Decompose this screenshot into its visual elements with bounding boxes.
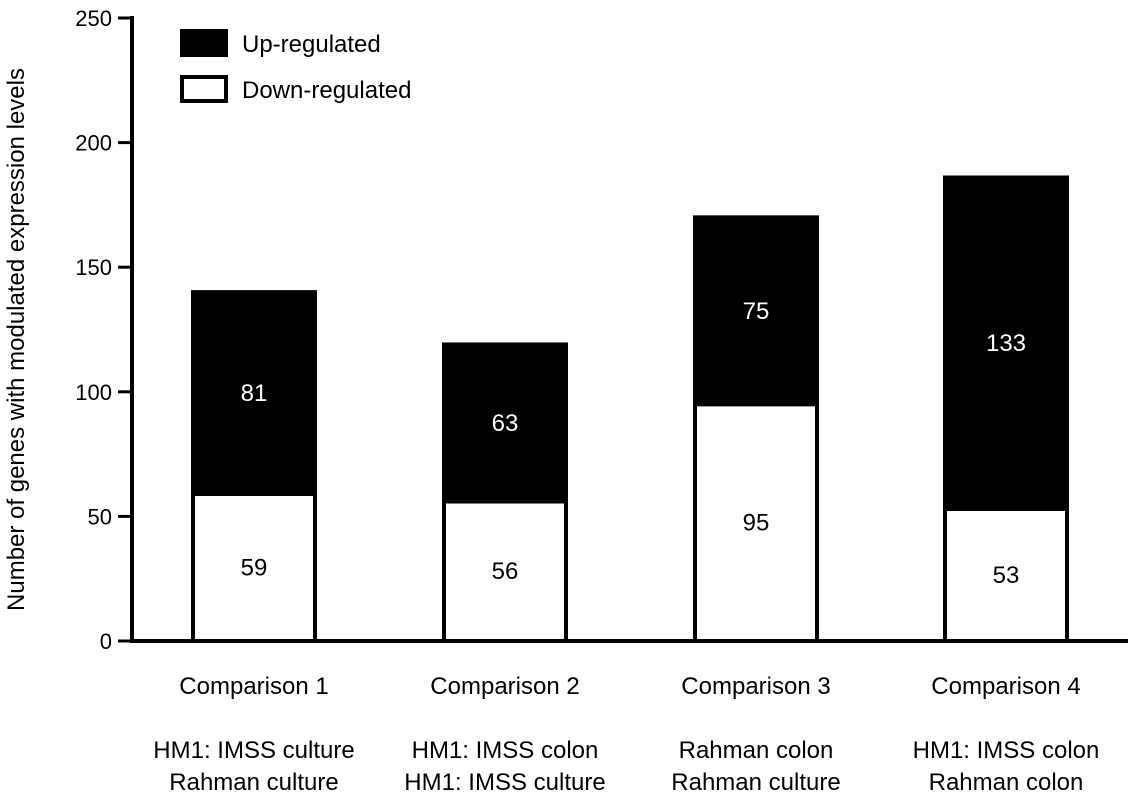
x-category-label: Comparison 1	[179, 673, 328, 700]
bars: 59 81 Comparison 1 HM1: IMSS culture Rahman …	[153, 175, 1100, 796]
y-tick-label: 50	[88, 504, 112, 529]
y-tick-label: 200	[75, 131, 112, 156]
bar-up-regulated	[943, 175, 1069, 511]
x-subtitle-line: HM1: IMSS colon	[412, 737, 599, 764]
bar-down-regulated	[191, 491, 317, 643]
legend-label: Down-regulated	[242, 77, 411, 104]
y-axis-label: Number of genes with modulated expressio…	[3, 68, 30, 611]
bar-up-regulated	[693, 215, 819, 407]
x-subtitle-line: HM1: IMSS colon	[913, 737, 1100, 764]
y-tick-label: 250	[75, 6, 112, 31]
bar-label-up: 133	[986, 330, 1026, 357]
x-subtitle-line: Rahman colon	[929, 769, 1084, 796]
bar-label-up: 75	[743, 298, 770, 325]
legend-swatch	[180, 29, 228, 57]
bar-label-down: 59	[241, 554, 268, 581]
x-subtitle-line: Rahman culture	[671, 769, 840, 796]
x-subtitle-line: Rahman culture	[169, 769, 338, 796]
bar-up-regulated	[191, 290, 317, 496]
bar-label-down: 56	[492, 558, 519, 585]
legend: Up-regulated Down-regulated	[180, 29, 411, 104]
legend-swatch	[180, 75, 228, 103]
x-subtitle-line: Rahman colon	[679, 737, 834, 764]
bar-label-down: 53	[993, 562, 1020, 589]
bar-down-regulated	[442, 499, 568, 643]
bar-label-up: 63	[492, 410, 519, 437]
x-category-label: Comparison 3	[681, 673, 830, 700]
y-tick-label: 100	[75, 380, 112, 405]
x-subtitle-line: HM1: IMSS culture	[153, 737, 354, 764]
x-category-label: Comparison 2	[430, 673, 579, 700]
bar-label-down: 95	[743, 510, 770, 537]
bar-label-up: 81	[241, 380, 268, 407]
legend-label: Up-regulated	[242, 31, 381, 58]
bar-up-regulated	[442, 342, 568, 504]
y-tick-label: 150	[75, 255, 112, 280]
bar-down-regulated	[943, 506, 1069, 644]
x-subtitle-line: HM1: IMSS culture	[404, 769, 605, 796]
x-category-label: Comparison 4	[931, 673, 1080, 700]
y-tick-label: 0	[100, 629, 112, 654]
